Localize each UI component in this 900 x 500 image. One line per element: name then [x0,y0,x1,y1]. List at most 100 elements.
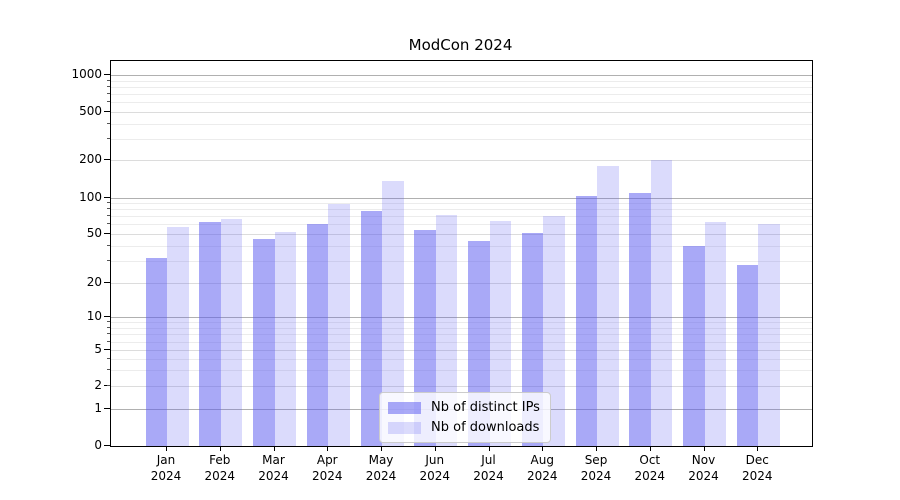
gridline [111,93,812,95]
x-tick-label: Aug 2024 [526,453,558,483]
x-tick-mark [434,446,436,451]
gridline [111,138,812,140]
y-tick-mark [104,408,110,410]
gridline [111,327,812,329]
bar-downloads [704,221,726,446]
gridline [111,160,812,162]
y-tick-label: 50 [86,225,102,240]
gridline [111,370,812,372]
bar-downloads [274,231,296,446]
y-tick-mark [104,232,110,234]
gridline [111,282,812,284]
x-tick-label: Mar 2024 [258,453,289,483]
x-tick-mark [649,446,651,451]
bar-downloads [382,180,404,446]
y-tick-label: 10 [86,309,102,323]
y-minor-tick-mark [107,223,110,225]
x-tick-label: Nov 2024 [688,453,719,483]
y-minor-tick-mark [107,215,110,217]
bar-downloads [167,226,189,446]
x-tick-mark [166,446,167,451]
legend: Nb of distinct IPs Nb of downloads [379,392,551,443]
x-tick-mark [703,446,705,451]
y-minor-tick-mark [107,244,110,246]
bar-downloads [650,160,673,446]
gridline [111,123,812,125]
bar-downloads [489,220,511,446]
gridline [111,359,812,361]
gridline [111,111,812,113]
y-minor-tick-mark [107,122,110,124]
legend-swatch-distinct-ips [388,401,421,414]
legend-label-downloads: Nb of downloads [431,420,540,435]
x-tick-mark [757,446,759,451]
gridline [111,261,812,263]
x-tick-label: Jun 2024 [419,453,451,483]
y-tick-mark [104,110,110,112]
y-tick-mark [104,281,110,283]
y-minor-tick-mark [107,369,110,371]
chart-title: ModCon 2024 [408,36,513,54]
gridline [111,245,812,247]
y-tick-label: 100 [79,189,102,204]
gridline [111,86,812,88]
y-minor-tick-mark [107,208,110,210]
gridline [111,216,812,218]
gridline [111,203,812,205]
bar-downloads [220,218,243,446]
y-minor-tick-mark [107,326,110,328]
gridline [111,341,812,343]
y-minor-tick-mark [107,101,110,103]
y-minor-tick-mark [107,85,110,87]
gridline [111,102,812,104]
y-minor-tick-mark [107,321,110,323]
bar-distinct-ips [306,224,329,446]
y-tick-label: 500 [79,103,102,118]
y-minor-tick-mark [107,137,110,139]
bar-distinct-ips [145,257,167,446]
x-tick-label: Jan 2024 [150,453,182,483]
y-minor-tick-mark [107,79,110,81]
gridline [111,322,812,324]
x-tick-label: May 2024 [365,453,397,483]
y-minor-tick-mark [107,92,110,94]
bar-distinct-ips [575,195,597,446]
gridline [111,209,812,211]
gridline [111,197,812,199]
x-tick-mark [596,446,597,451]
gridline [111,75,812,76]
bar-distinct-ips [360,211,382,446]
bar-distinct-ips [414,229,436,446]
y-tick-label: 0 [94,438,102,452]
bar-downloads [543,216,565,446]
x-tick-mark [327,446,329,451]
y-tick-mark [104,445,110,446]
y-tick-label: 20 [86,274,102,289]
y-tick-label: 5 [94,342,102,357]
bar-downloads [328,204,350,446]
y-minor-tick-mark [107,340,110,342]
x-tick-mark [381,446,382,451]
gridline [111,350,812,352]
gridline [111,317,812,318]
y-tick-mark [104,159,110,161]
gridline [111,80,812,82]
bar-distinct-ips [199,221,221,446]
bar-distinct-ips [736,264,759,446]
plot-area: Nb of distinct IPs Nb of downloads [110,60,813,447]
x-tick-mark [273,446,275,451]
bar-downloads [435,214,458,446]
y-tick-label: 200 [79,152,102,167]
gridline [111,233,812,235]
legend-label-distinct-ips: Nb of distinct IPs [431,400,540,415]
bar-distinct-ips [253,239,275,446]
y-tick-label: 2 [94,378,102,393]
x-tick-label: Sep 2024 [580,453,612,483]
x-tick-mark [542,446,544,451]
x-tick-label: Apr 2024 [311,453,343,483]
y-tick-mark [104,74,110,75]
x-tick-label: Dec 2024 [741,453,773,483]
y-minor-tick-mark [107,202,110,204]
y-tick-mark [104,349,110,351]
